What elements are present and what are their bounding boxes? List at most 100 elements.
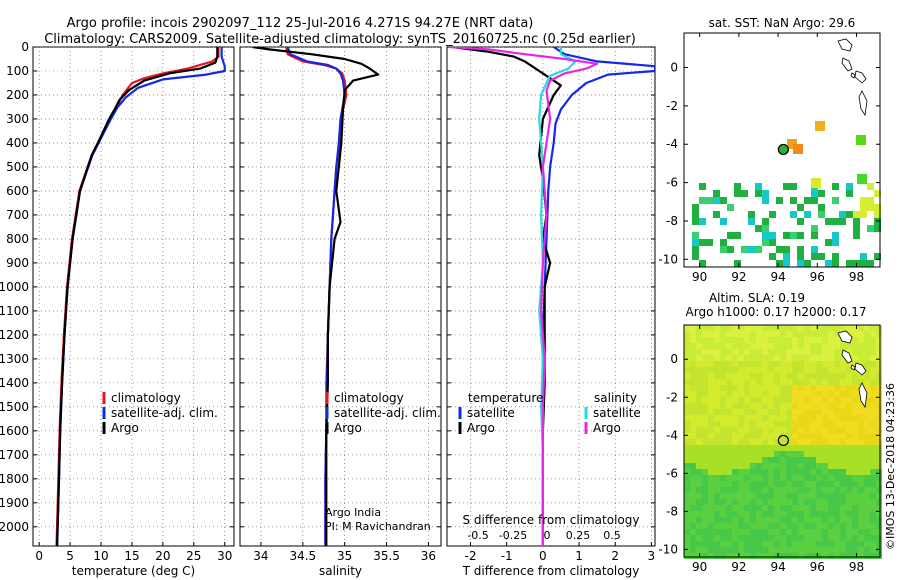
sla-cell — [834, 493, 840, 499]
sla-cell — [864, 361, 870, 367]
sla-cell — [714, 421, 720, 427]
sla-cell — [768, 355, 774, 361]
sla-cell — [870, 487, 876, 493]
sla-cell — [870, 505, 876, 511]
sla-cell — [720, 553, 726, 559]
sla-cell — [792, 505, 798, 511]
sla-cell — [846, 427, 852, 433]
sla-cell — [870, 391, 876, 397]
sla-cell — [870, 415, 876, 421]
sla-cell — [864, 325, 870, 331]
sla-cell — [696, 439, 702, 445]
sla-cell — [726, 523, 732, 529]
sla-cell — [768, 499, 774, 505]
sla-cell — [852, 463, 858, 469]
sla-cell — [804, 475, 810, 481]
sla-cell — [762, 481, 768, 487]
x-tick-label: 96 — [810, 560, 825, 574]
sla-cell — [858, 325, 864, 331]
sla-cell — [738, 433, 744, 439]
sst-cell — [776, 260, 783, 267]
sla-cell — [708, 451, 714, 457]
sla-cell — [726, 517, 732, 523]
sla-cell — [828, 481, 834, 487]
sla-cell — [876, 493, 882, 499]
sla-cell — [816, 463, 822, 469]
sla-cell — [822, 469, 828, 475]
sla-cell — [840, 361, 846, 367]
sla-cell — [726, 511, 732, 517]
sla-cell — [696, 415, 702, 421]
sla-cell — [786, 343, 792, 349]
sla-cell — [858, 487, 864, 493]
sla-cell — [828, 487, 834, 493]
sla-cell — [780, 379, 786, 385]
legend-climatology: climatology — [334, 391, 404, 405]
sla-cell — [840, 493, 846, 499]
sla-cell — [822, 397, 828, 403]
sst-cell — [797, 232, 804, 239]
sla-cell — [702, 325, 708, 331]
sla-cell — [876, 391, 882, 397]
sla-cell — [738, 553, 744, 559]
sla-cell — [738, 325, 744, 331]
sla-cell — [726, 385, 732, 391]
sla-cell — [720, 421, 726, 427]
sla-cell — [786, 331, 792, 337]
sla-cell — [702, 451, 708, 457]
sla-cell — [858, 463, 864, 469]
sla-cell — [798, 379, 804, 385]
sla-cell — [726, 553, 732, 559]
sla-cell — [750, 421, 756, 427]
sla-cell — [876, 337, 882, 343]
sla-cell — [684, 397, 690, 403]
sla-cell — [732, 373, 738, 379]
sla-cell — [846, 511, 852, 517]
sla-cell — [744, 535, 750, 541]
sla-cell — [696, 337, 702, 343]
sla-cell — [780, 427, 786, 433]
sla-cell — [816, 439, 822, 445]
sla-cell — [852, 547, 858, 553]
sla-cell — [708, 415, 714, 421]
sla-cell — [714, 475, 720, 481]
sla-cell — [684, 523, 690, 529]
sla-cell — [804, 385, 810, 391]
sla-cell — [738, 415, 744, 421]
sla-cell — [822, 337, 828, 343]
sst-cell — [832, 260, 839, 267]
sla-cell — [810, 493, 816, 499]
sla-cell — [870, 481, 876, 487]
sla-cell — [732, 391, 738, 397]
sla-cell — [834, 547, 840, 553]
sla-cell — [738, 367, 744, 373]
sst-cell — [846, 190, 853, 197]
sla-cell — [870, 331, 876, 337]
sla-cell — [864, 469, 870, 475]
sla-cell — [732, 487, 738, 493]
sla-cell — [792, 511, 798, 517]
sla-cell — [756, 385, 762, 391]
sla-cell — [732, 517, 738, 523]
sla-cell — [738, 511, 744, 517]
sla-cell — [780, 367, 786, 373]
sla-cell — [684, 487, 690, 493]
sst-cell — [811, 253, 818, 260]
sla-cell — [834, 415, 840, 421]
sla-cell — [708, 433, 714, 439]
sla-cell — [804, 331, 810, 337]
sla-cell — [708, 379, 714, 385]
sla-cell — [798, 433, 804, 439]
x-tick-label: 94 — [770, 270, 785, 284]
sst-cell — [825, 218, 832, 225]
sla-cell — [840, 505, 846, 511]
sla-cell — [870, 427, 876, 433]
sla-cell — [714, 373, 720, 379]
sla-cell — [768, 349, 774, 355]
sla-cell — [828, 391, 834, 397]
sla-cell — [708, 409, 714, 415]
sla-cell — [702, 535, 708, 541]
sla-cell — [756, 379, 762, 385]
island-shape — [858, 90, 868, 117]
sst-cell — [790, 197, 797, 204]
